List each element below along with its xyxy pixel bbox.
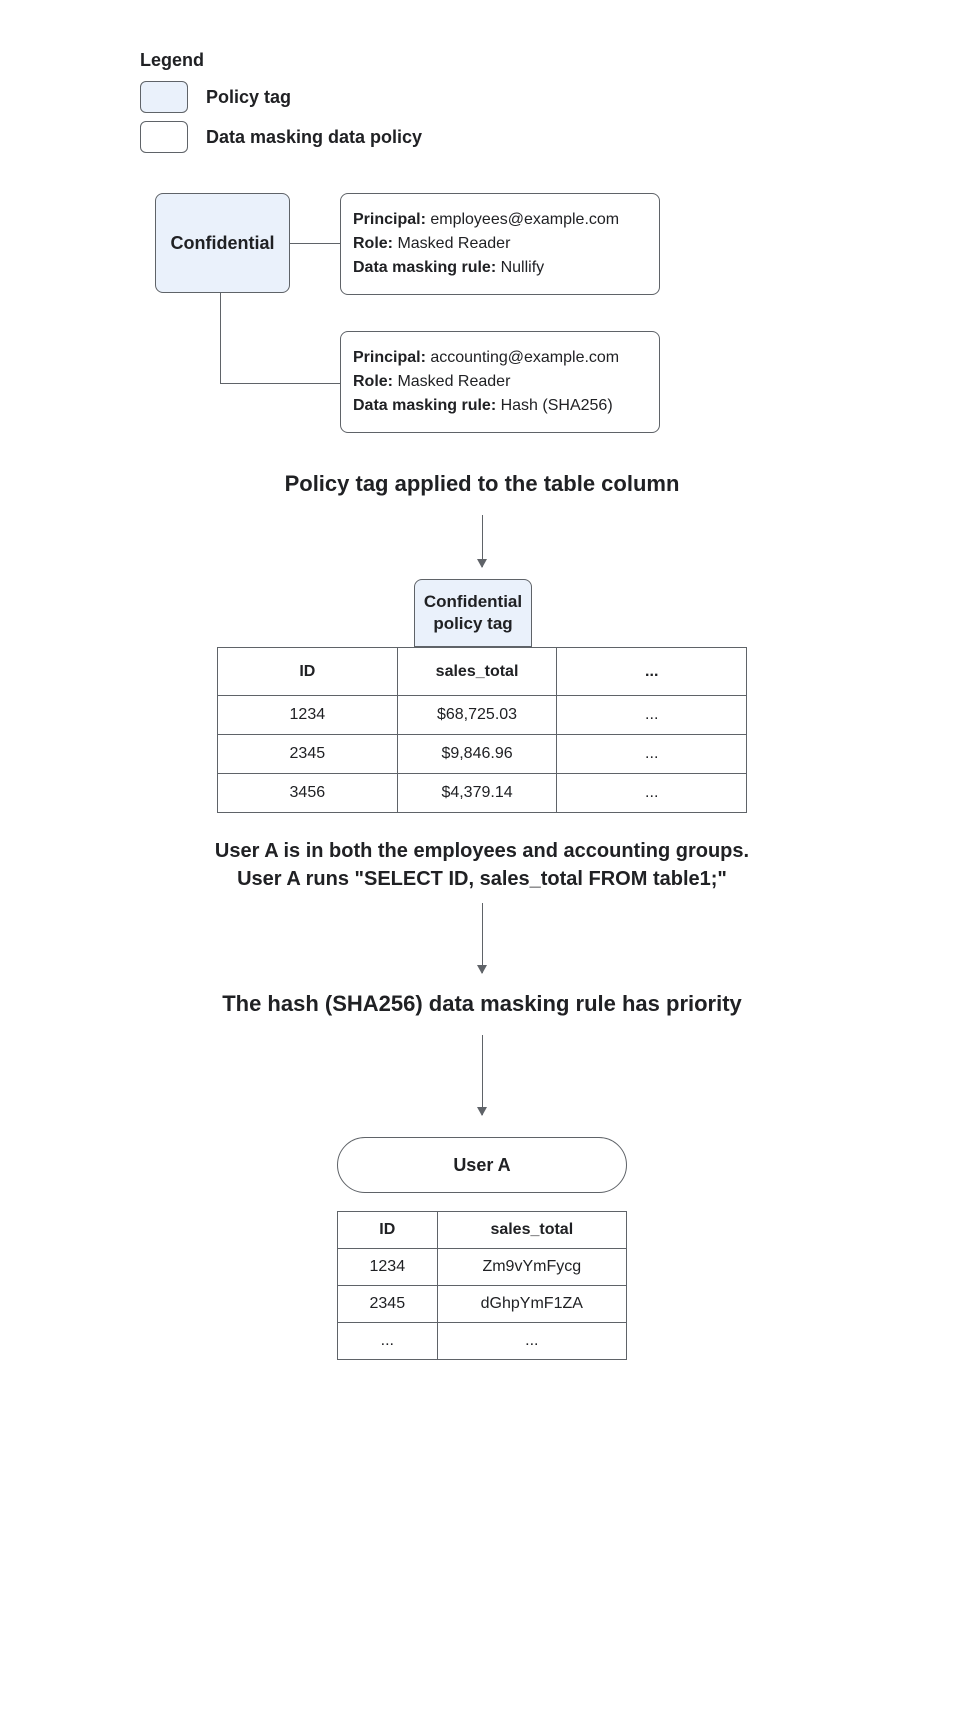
- table-header-row: ID sales_total: [338, 1212, 627, 1249]
- legend-label-policytag: Policy tag: [206, 87, 291, 108]
- user-node: User A: [337, 1137, 627, 1193]
- col-header-id: ID: [218, 648, 398, 696]
- policy-role: Role: Masked Reader: [353, 370, 647, 394]
- data-policy-box-employees: Principal: employees@example.com Role: M…: [340, 193, 660, 295]
- arrow-down: [0, 1035, 964, 1115]
- policy-rule: Data masking rule: Hash (SHA256): [353, 394, 647, 418]
- policy-tag-node: Confidential: [155, 193, 290, 293]
- policy-principal: Principal: accounting@example.com: [353, 346, 647, 370]
- table-header-row: ID sales_total ...: [218, 648, 747, 696]
- table-row: 3456 $4,379.14 ...: [218, 774, 747, 813]
- table-row: 2345 $9,846.96 ...: [218, 735, 747, 774]
- table-row: ... ...: [338, 1323, 627, 1360]
- connector-line: [290, 243, 340, 244]
- policy-rule: Data masking rule: Nullify: [353, 256, 647, 280]
- col-header-more: ...: [557, 648, 747, 696]
- legend-swatch-policytag: [140, 81, 188, 113]
- connector-line: [220, 293, 221, 383]
- table-row: 2345 dGhpYmF1ZA: [338, 1286, 627, 1323]
- connector-line: [220, 383, 340, 384]
- column-policy-tag: Confidential policy tag: [414, 579, 532, 647]
- section-title-priority: The hash (SHA256) data masking rule has …: [82, 991, 882, 1017]
- table-row: 1234 Zm9vYmFycg: [338, 1249, 627, 1286]
- legend-row-datapolicy: Data masking data policy: [140, 121, 964, 153]
- result-table: ID sales_total 1234 Zm9vYmFycg 2345 dGhp…: [337, 1211, 627, 1360]
- legend: Legend Policy tag Data masking data poli…: [140, 50, 964, 153]
- legend-label-datapolicy: Data masking data policy: [206, 127, 422, 148]
- col-header-sales-total: sales_total: [437, 1212, 626, 1249]
- legend-title: Legend: [140, 50, 964, 71]
- data-table: ID sales_total ... 1234 $68,725.03 ... 2…: [217, 647, 747, 813]
- col-header-sales-total: sales_total: [397, 648, 557, 696]
- user-description: User A is in both the employees and acco…: [102, 837, 862, 893]
- result-table-wrap: ID sales_total 1234 Zm9vYmFycg 2345 dGhp…: [337, 1211, 627, 1360]
- data-policy-box-accounting: Principal: accounting@example.com Role: …: [340, 331, 660, 433]
- source-table: Confidential policy tag ID sales_total .…: [217, 647, 747, 813]
- table-row: 1234 $68,725.03 ...: [218, 696, 747, 735]
- legend-row-policytag: Policy tag: [140, 81, 964, 113]
- policy-role: Role: Masked Reader: [353, 232, 647, 256]
- legend-swatch-datapolicy: [140, 121, 188, 153]
- arrow-down: [0, 515, 964, 567]
- policy-tree: Confidential Principal: employees@exampl…: [140, 193, 964, 453]
- arrow-down: [0, 903, 964, 973]
- policy-principal: Principal: employees@example.com: [353, 208, 647, 232]
- section-title-applied: Policy tag applied to the table column: [82, 471, 882, 497]
- col-header-id: ID: [338, 1212, 438, 1249]
